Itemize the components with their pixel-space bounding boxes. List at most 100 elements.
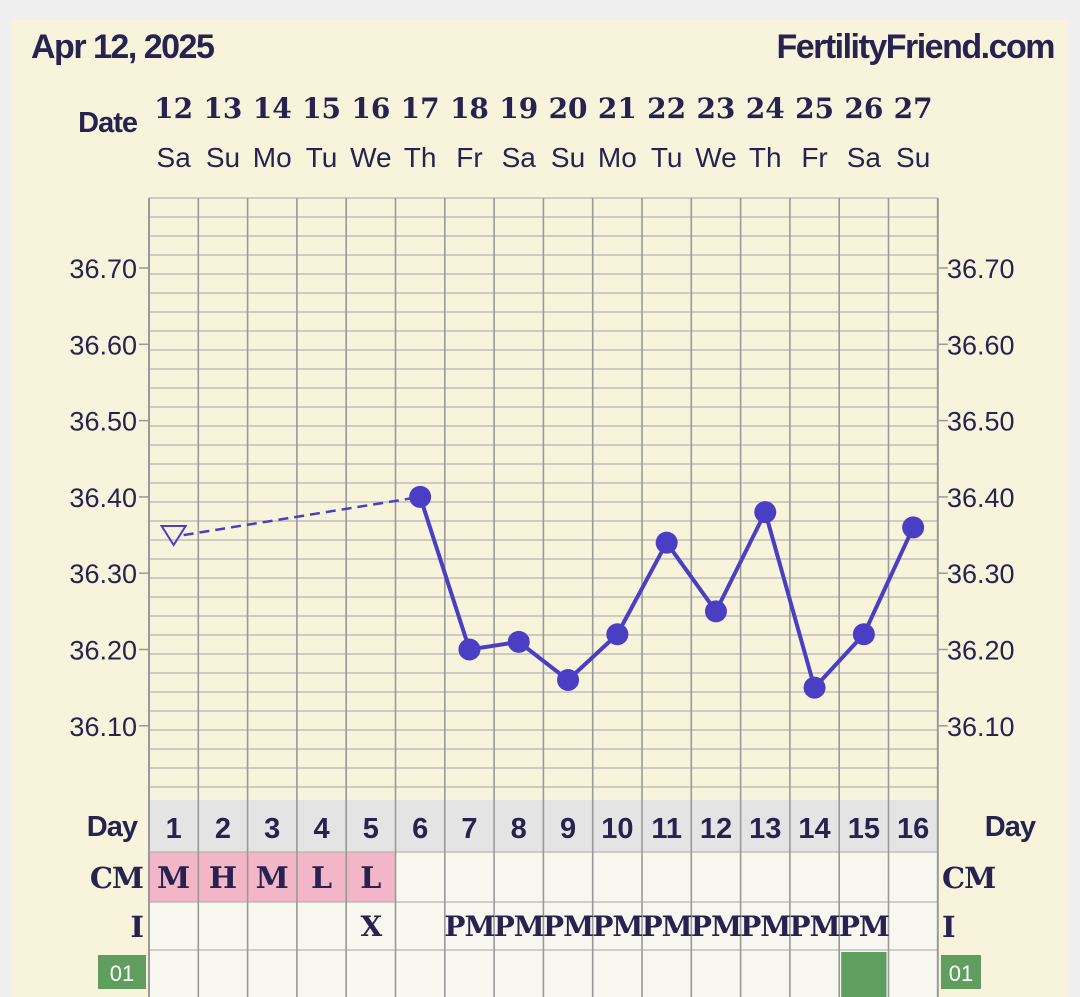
date-row-label: Date: [78, 107, 138, 139]
date-number: 22: [647, 92, 686, 125]
cm-value: M: [256, 861, 289, 896]
date-number: 25: [795, 92, 834, 125]
left-badge: [98, 955, 146, 989]
cm-value: M: [157, 861, 190, 896]
y-tick-label-left: 36.70: [69, 254, 137, 284]
weekday-label: Tu: [651, 142, 683, 173]
cm-highlight-cell: [247, 852, 297, 902]
intercourse-mark: PM: [740, 910, 790, 943]
temperature-point: [409, 485, 432, 508]
weekday-label: We: [350, 142, 392, 173]
temperature-point: [803, 676, 826, 699]
right-badge-text: 01: [949, 961, 973, 986]
weekday-label: Fr: [456, 142, 482, 173]
y-axis-ticks: 36.70 36.70 36.60 36.60 36.50 36.50 36.40 36.40…: [69, 254, 1014, 742]
date-number: 16: [351, 92, 390, 125]
y-tick-label-left: 36.40: [69, 483, 137, 513]
intercourse-mark: PM: [543, 910, 593, 943]
temperature-point: [606, 623, 629, 646]
date-number: 20: [549, 92, 588, 125]
cycle-day-number: 12: [700, 813, 732, 845]
cm-value: H: [209, 861, 237, 896]
intercourse-row-label: I: [130, 910, 143, 944]
highlight-cell: [841, 952, 887, 997]
cycle-day-number: 3: [264, 813, 280, 845]
intercourse-mark: X: [360, 910, 382, 943]
y-tick-label-right: 36.60: [947, 330, 1015, 360]
cycle-day-number: 5: [363, 813, 379, 845]
weekday-label: Th: [404, 142, 437, 173]
intercourse-mark: PM: [642, 910, 692, 943]
intercourse-mark: PM: [691, 910, 741, 943]
cm-highlight-cell: [346, 852, 396, 902]
bottom-rows: 1 2 3 4 5 6 7 8 9 10 11 12 13 14 15 16M H M L LX PM PM PM PM PM P…: [157, 813, 929, 943]
cycle-day-number: 7: [461, 813, 477, 845]
cycle-day-number: 13: [749, 813, 781, 845]
y-tick-label-right: 36.50: [947, 407, 1015, 437]
discarded-temperature-point: [159, 525, 188, 547]
date-number: 26: [844, 92, 883, 125]
temperature-point: [754, 501, 777, 524]
temperature-point: [557, 669, 580, 692]
weekday-label: Fr: [801, 142, 827, 173]
weekday-label: Th: [749, 142, 782, 173]
temperature-point: [852, 623, 875, 646]
cm-row-label: CM: [90, 861, 143, 895]
intercourse-row-label-right: I: [942, 910, 955, 944]
temperature-point: [655, 531, 678, 554]
cm-highlight-cell: [296, 852, 347, 902]
y-tick-label-left: 36.50: [69, 407, 137, 437]
weekday-label: Mo: [253, 142, 292, 173]
intercourse-mark: PM: [494, 910, 544, 943]
date-number: 21: [598, 92, 637, 125]
date-number: 18: [450, 92, 489, 125]
intercourse-mark: PM: [444, 910, 494, 943]
chart-date-title: Apr 12, 2025: [31, 28, 214, 66]
y-tick-label-left: 36.30: [69, 559, 137, 589]
cycle-day-number: 6: [412, 813, 428, 845]
weekday-label: Su: [896, 142, 930, 173]
weekday-label: Sa: [847, 142, 882, 173]
date-number: 12: [154, 92, 193, 125]
date-number: 14: [253, 92, 292, 125]
fertility-chart-page: Apr 12, 2025 FertilityFriend.com Date Da…: [12, 20, 1068, 997]
cycle-day-number: 2: [215, 813, 231, 845]
date-number: 13: [203, 92, 242, 125]
weekday-label: We: [695, 142, 737, 173]
day-row-label-right: Day: [985, 811, 1036, 843]
date-number: 23: [696, 92, 735, 125]
temperature-point: [507, 630, 530, 653]
y-tick-label-left: 36.10: [69, 712, 137, 742]
cm-value: L: [311, 861, 332, 896]
temperature-series: [159, 485, 925, 699]
cycle-day-number: 14: [798, 813, 830, 845]
left-badge-text: 01: [110, 961, 134, 986]
date-number: 24: [746, 92, 785, 125]
chart-grid: [139, 197, 948, 997]
weekday-label: Sa: [502, 142, 537, 173]
cycle-day-number: 10: [601, 813, 633, 845]
y-tick-label-left: 36.60: [69, 330, 137, 360]
temperature-point: [902, 516, 925, 539]
dashed-connector: [183, 495, 421, 537]
date-number: 17: [401, 92, 440, 125]
weekday-label: Su: [551, 142, 585, 173]
y-tick-label-right: 36.20: [947, 636, 1015, 666]
cycle-day-number: 1: [166, 813, 182, 845]
cycle-day-number: 15: [848, 813, 880, 845]
date-number: 19: [499, 92, 538, 125]
cycle-day-number: 11: [651, 813, 682, 845]
y-tick-label-right: 36.30: [947, 559, 1015, 589]
intercourse-mark: PM: [839, 910, 889, 943]
right-badge: [941, 955, 981, 989]
cm-highlight-cell: [198, 852, 248, 902]
day-row-label: Day: [87, 811, 138, 843]
date-headers: 12 13 14 15 16 17 18 19 20 21 22 23 24 25 26 27 Sa Su Mo Tu…: [154, 92, 932, 173]
intercourse-mark: PM: [592, 910, 642, 943]
site-name: FertilityFriend.com: [776, 28, 1054, 66]
cm-highlight-cell: [149, 852, 199, 902]
cycle-day-number: 16: [897, 813, 929, 845]
bbt-chart: Apr 12, 2025 FertilityFriend.com Date Da…: [31, 28, 1056, 997]
y-tick-label-right: 36.40: [947, 483, 1015, 513]
cycle-day-number: 8: [511, 813, 527, 845]
